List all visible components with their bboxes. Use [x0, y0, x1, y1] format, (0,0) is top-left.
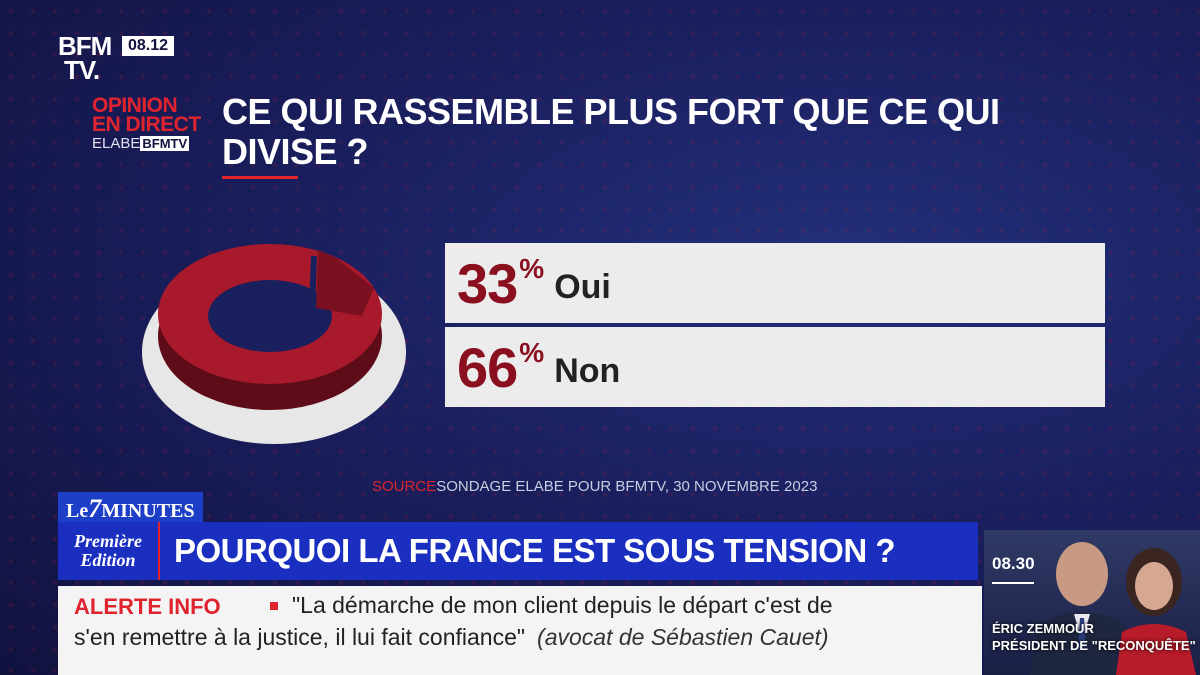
program-badge: Le7MINUTES [58, 492, 203, 526]
result-row-oui: 33 % Oui [445, 243, 1105, 323]
news-ticker: ALERTE INFO "La démarche de mon client d… [58, 586, 982, 675]
ticker-quote-end: s'en remettre à la justice, il lui fait … [74, 624, 526, 650]
elabe-text: ELABE [92, 135, 141, 152]
result-percent: 33 [457, 251, 518, 315]
ticker-line1: "La démarche de mon client depuis le dép… [292, 592, 833, 618]
edition-line1: Première [74, 531, 142, 551]
edition-logo: Première Edition [58, 522, 160, 580]
program-title-bar: Première Edition POURQUOI LA FRANCE EST … [58, 522, 978, 580]
guest-role: PRÉSIDENT DE "RECONQUÊTE" [992, 638, 1196, 653]
donut-graphic [142, 244, 406, 444]
guest-photo [1030, 542, 1196, 675]
opinion-logo-line1: OPINION [92, 94, 178, 117]
guest-caption: ÉRIC ZEMMOUR PRÉSIDENT DE "RECONQUÊTE" [992, 620, 1196, 654]
channel-logo: BFM TV. [58, 31, 112, 85]
badge-suffix: MINUTES [101, 500, 195, 522]
opinion-logo-line3: ELABE BFMTV [92, 134, 212, 153]
logo-line1: BFM [58, 31, 112, 61]
result-row-non: 66 % Non [445, 327, 1105, 407]
result-label: Oui [554, 267, 611, 306]
edition-line2: Edition [80, 550, 136, 570]
badge-number: 7 [88, 494, 102, 523]
guest-name: ÉRIC ZEMMOUR [992, 621, 1094, 636]
program-title: POURQUOI LA FRANCE EST SOUS TENSION ? [174, 532, 896, 569]
result-percent: 66 [457, 335, 518, 399]
source-text: SONDAGE ELABE POUR BFMTV, 30 NOVEMBRE 20… [436, 478, 818, 495]
opinion-logo-line2: EN DIRECT [92, 113, 201, 136]
question-underline [222, 176, 298, 179]
guest-time-underline [992, 582, 1034, 584]
percent-sign: % [519, 253, 545, 284]
bfmtv-text: BFMTV [140, 136, 190, 151]
guest-panel: 08.30 ÉRIC ZEMMOUR PRÉSIDENT DE "RECONQU… [984, 530, 1200, 675]
poll-question: CE QUI RASSEMBLE PLUS FORT QUE CE QUI DI… [222, 91, 1000, 172]
guest-time: 08.30 [992, 554, 1035, 573]
badge-prefix: Le [66, 500, 89, 522]
percent-sign: % [519, 337, 545, 368]
opinion-logo: OPINION EN DIRECT ELABE BFMTV [92, 94, 212, 153]
result-label: Non [554, 351, 621, 390]
alert-dot-icon [270, 602, 278, 610]
clock: 08.12 [122, 36, 175, 56]
source-line: SOURCESONDAGE ELABE POUR BFMTV, 30 NOVEM… [372, 478, 817, 495]
source-label: SOURCE [372, 478, 437, 495]
alert-label: ALERTE INFO [74, 594, 221, 619]
logo-line2: TV. [64, 55, 100, 85]
results-list: 33 % Oui 66 % Non [445, 243, 1105, 411]
ticker-line2: s'en remettre à la justice, il lui fait … [74, 624, 829, 651]
ticker-attribution: (avocat de Sébastien Cauet) [537, 624, 829, 650]
